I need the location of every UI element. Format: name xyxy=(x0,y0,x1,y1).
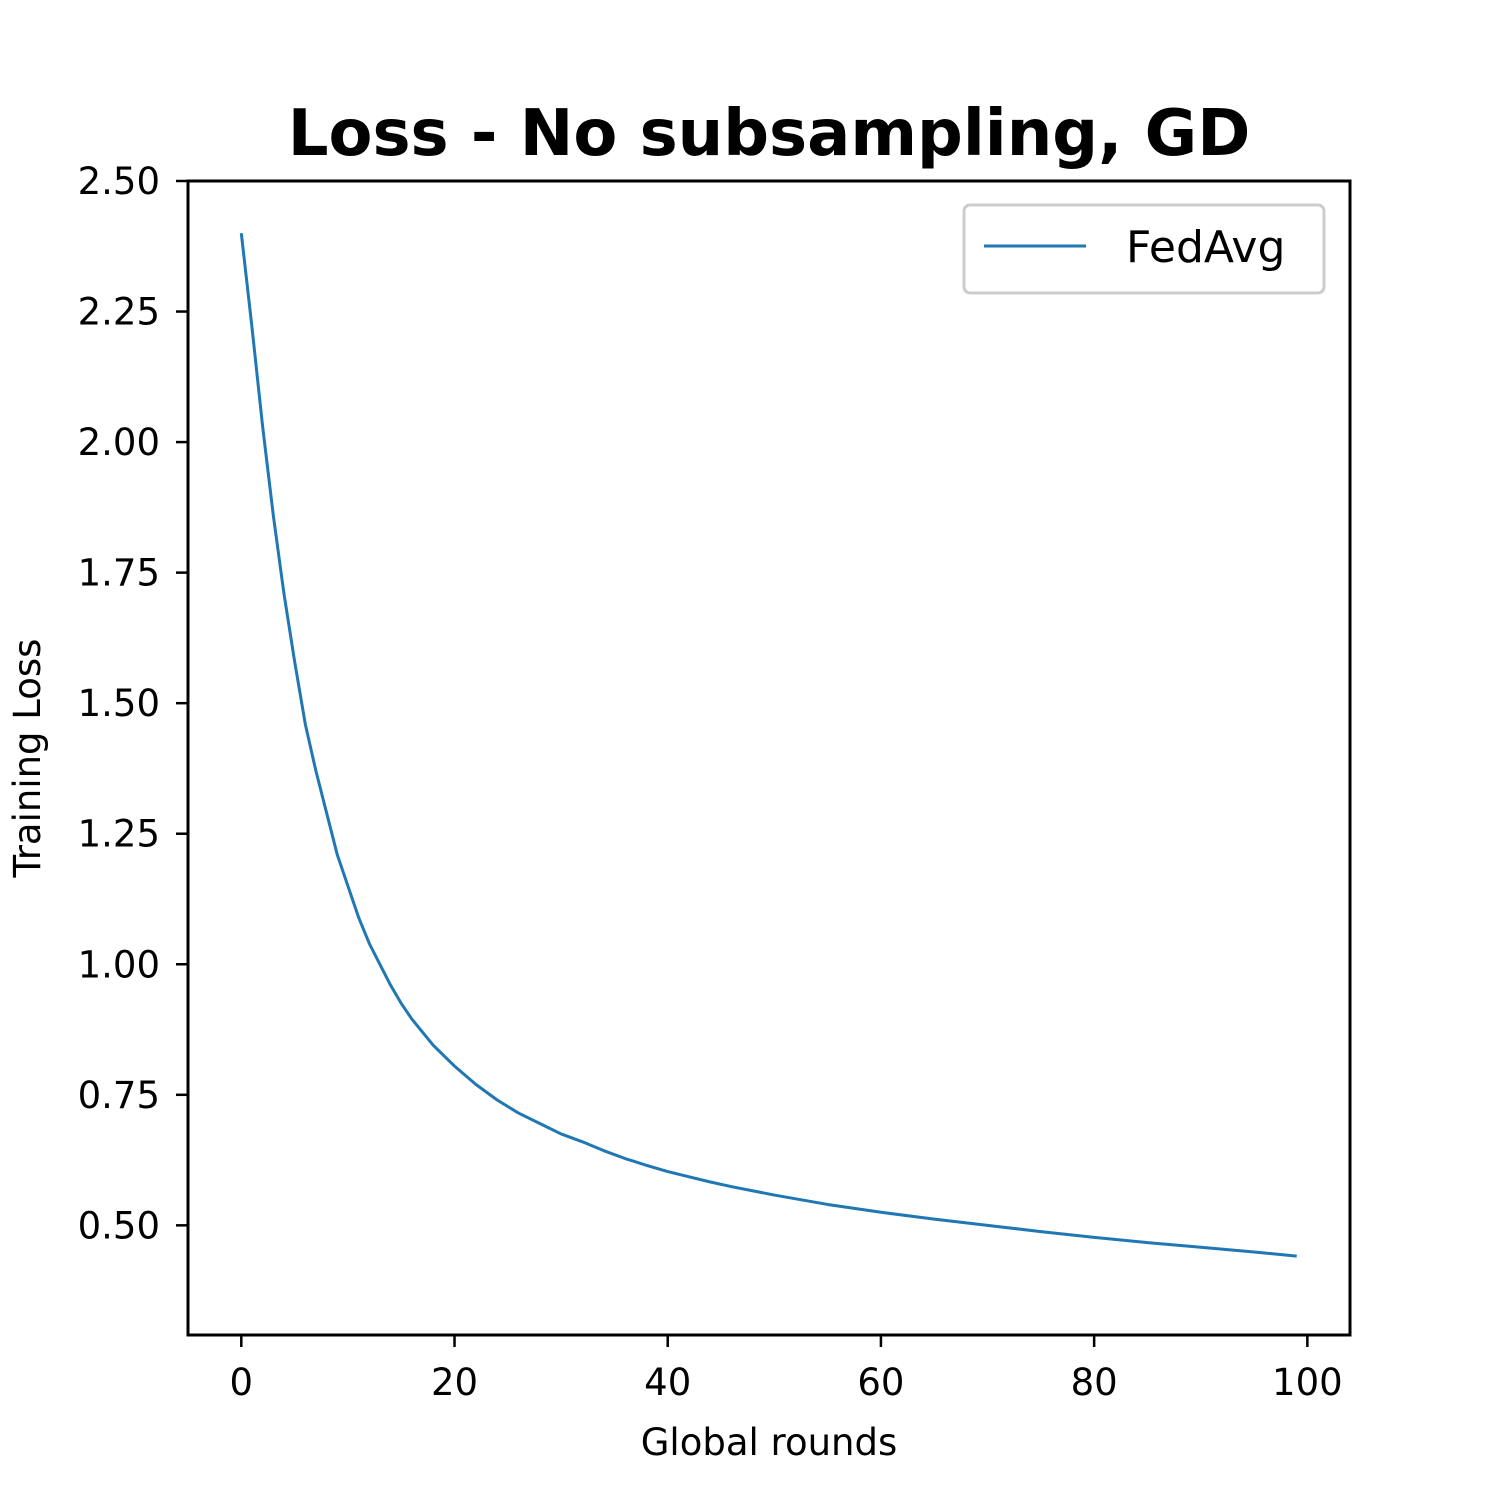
legend-label-fedavg: FedAvg xyxy=(1126,222,1285,273)
plot-frame xyxy=(186,179,1352,1337)
x-axis-label: Global rounds xyxy=(641,1421,898,1464)
y-axis: 0.50 0.75 1.00 1.25 1.50 1.75 2.00 2.25 2.50 xyxy=(78,160,188,1247)
legend: FedAvg xyxy=(962,203,1326,295)
y-tick-label: 1.50 xyxy=(78,682,160,725)
y-tick-label: 1.00 xyxy=(78,943,160,986)
x-axis: 0 20 40 60 80 100 xyxy=(230,1335,1343,1404)
y-tick-label: 0.75 xyxy=(78,1074,160,1117)
series-lines xyxy=(239,233,1297,1258)
series-line-fedavg xyxy=(239,233,1297,1258)
y-axis-label: Training Loss xyxy=(6,639,49,879)
y-tick-label: 2.00 xyxy=(78,421,160,464)
y-tick-label: 1.25 xyxy=(78,813,160,856)
y-tick-label: 1.75 xyxy=(78,552,160,595)
x-tick-label: 0 xyxy=(230,1361,254,1404)
x-tick-label: 20 xyxy=(431,1361,478,1404)
legend-box xyxy=(962,203,1326,295)
x-tick-label: 60 xyxy=(857,1361,904,1404)
y-tick-label: 0.50 xyxy=(78,1204,160,1247)
x-tick-label: 80 xyxy=(1071,1361,1118,1404)
x-tick-label: 40 xyxy=(644,1361,691,1404)
y-tick-label: 2.25 xyxy=(78,291,160,334)
chart-title: Loss - No subsampling, GD xyxy=(288,97,1251,171)
x-tick-label: 100 xyxy=(1272,1361,1343,1404)
y-tick-label: 2.50 xyxy=(78,160,160,203)
